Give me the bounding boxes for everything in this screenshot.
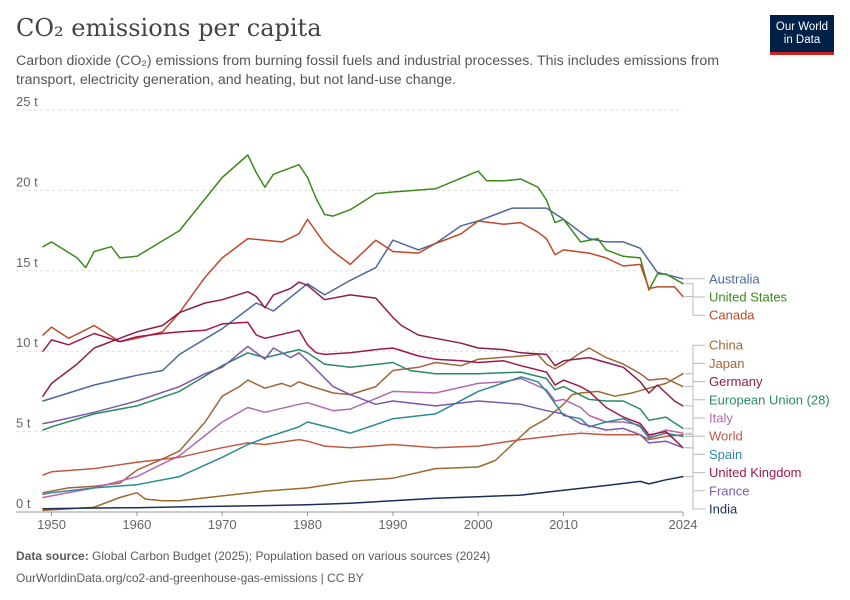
data-source-line: Data source: Global Carbon Budget (2025)…	[16, 549, 490, 563]
source-url[interactable]: OurWorldinData.org/co2-and-greenhouse-ga…	[16, 571, 364, 585]
legend-label[interactable]: China	[709, 338, 744, 353]
x-tick-label: 1970	[208, 517, 237, 532]
series-line-france[interactable]	[42, 345, 684, 449]
label-connector	[685, 283, 705, 298]
label-connector	[685, 476, 705, 510]
series-line-united-kingdom[interactable]	[42, 321, 684, 449]
line-layer	[42, 154, 684, 512]
y-tick-label: 0 t	[16, 496, 31, 511]
y-tick-label: 10 t	[16, 335, 38, 350]
series-line-european-union-28[interactable]	[42, 348, 684, 431]
grid-layer: 0 t 5 t 10 t 15 t 20 t 25 t 1950 1960 1970 1980 19…	[16, 94, 697, 532]
label-connector	[685, 362, 705, 388]
series-line-india[interactable]	[42, 475, 684, 510]
legend-label[interactable]: European Union (28)	[709, 392, 830, 407]
legend-label[interactable]: United States	[709, 290, 788, 305]
series-line-canada[interactable]	[42, 218, 684, 343]
label-connector	[685, 417, 705, 434]
label-connector	[685, 399, 705, 429]
logo-line-2: in Data	[783, 33, 821, 46]
x-tick-label: 2000	[464, 517, 493, 532]
data-source-text: Global Carbon Budget (2025); Population …	[92, 549, 491, 563]
x-tick-label: 2024	[669, 517, 698, 532]
y-tick-label: 15 t	[16, 255, 38, 270]
x-tick-label: 1990	[378, 517, 407, 532]
legend-label-layer: Australia United States Canada China Japan Ge…	[685, 271, 830, 517]
label-connector	[685, 447, 705, 492]
series-line-germany[interactable]	[42, 281, 684, 407]
legend-label[interactable]: World	[709, 429, 743, 444]
x-tick-label: 2010	[549, 517, 578, 532]
legend-label[interactable]: Spain	[709, 447, 742, 462]
label-connector	[685, 381, 705, 407]
label-connector	[685, 435, 705, 455]
x-tick-label: 1980	[293, 517, 322, 532]
series-line-spain[interactable]	[42, 376, 684, 496]
owid-logo[interactable]: Our World in Data	[770, 15, 834, 55]
label-connector	[685, 434, 705, 437]
series-line-united-states[interactable]	[42, 154, 684, 291]
chart-area: 0 t 5 t 10 t 15 t 20 t 25 t 1950 1960 1970 1980 19…	[16, 94, 830, 532]
series-line-italy[interactable]	[42, 377, 684, 499]
chart-title: CO₂ emissions per capita	[16, 14, 322, 42]
label-connector	[685, 296, 705, 316]
y-tick-label: 25 t	[16, 94, 38, 109]
data-source-label: Data source:	[16, 549, 89, 563]
legend-label[interactable]: India	[709, 502, 738, 517]
legend-label[interactable]: France	[709, 483, 749, 498]
legend-label[interactable]: Germany	[709, 374, 763, 389]
legend-label[interactable]: Canada	[709, 308, 755, 323]
y-tick-label: 5 t	[16, 416, 31, 431]
series-line-japan[interactable]	[42, 347, 684, 494]
series-line-china[interactable]	[42, 372, 684, 512]
x-tick-label: 1950	[37, 517, 66, 532]
chart-subtitle: Carbon dioxide (CO₂) emissions from burn…	[16, 53, 720, 88]
y-tick-label: 20 t	[16, 174, 38, 189]
legend-label[interactable]: United Kingdom	[709, 465, 802, 480]
legend-label[interactable]: Australia	[709, 271, 760, 286]
legend-label[interactable]: Italy	[709, 411, 733, 426]
legend-label[interactable]: Japan	[709, 356, 744, 371]
series-line-world[interactable]	[42, 432, 684, 476]
series-line-australia[interactable]	[42, 207, 684, 402]
logo-line-1: Our World	[775, 20, 829, 33]
x-tick-label: 1960	[122, 517, 151, 532]
label-connector	[685, 344, 705, 375]
label-connector	[685, 447, 705, 474]
